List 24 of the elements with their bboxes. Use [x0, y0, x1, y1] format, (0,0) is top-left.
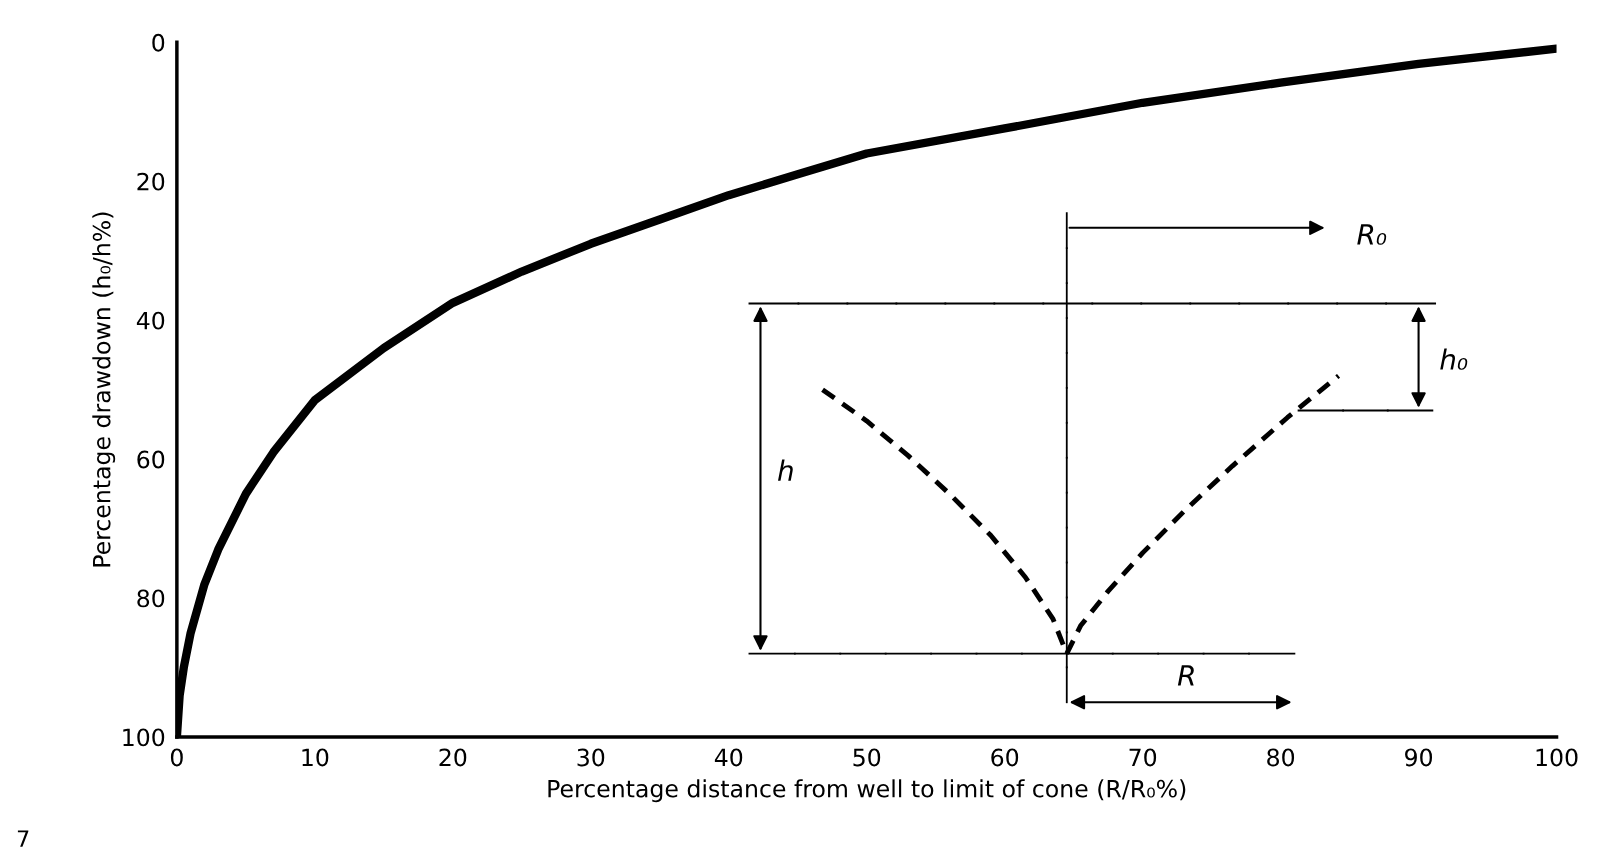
y-tick-label: 80 — [137, 589, 165, 608]
y-tick-label: 100 — [123, 728, 165, 747]
x-axis-title: Percentage distance from well to limit of cone (R/R₀%) — [548, 779, 1186, 803]
x-tick-label: 60 — [991, 748, 1019, 767]
annotation: h — [778, 459, 793, 481]
annotation: R — [1177, 665, 1194, 686]
x-tick-label: 40 — [714, 748, 743, 767]
x-tick-label: 70 — [1129, 748, 1157, 767]
x-tick-label: 90 — [1405, 748, 1433, 767]
y-tick-label: 20 — [137, 172, 165, 191]
y-axis-title: Percentage drawdown (h₀/h%) — [92, 212, 116, 567]
x-tick-label: 30 — [577, 748, 605, 767]
text: 7 — [17, 830, 29, 847]
x-tick-label: 20 — [439, 748, 467, 767]
x-tick-label: 80 — [1267, 748, 1295, 767]
x-tick-label: 100 — [1536, 748, 1578, 767]
y-tick-label: 40 — [136, 311, 165, 330]
annotation: h₀ — [1440, 348, 1468, 370]
y-tick-label: 0 — [152, 33, 165, 52]
y-tick-label: 60 — [137, 450, 165, 469]
x-tick-label: 0 — [170, 748, 183, 767]
x-tick-label: 50 — [853, 748, 881, 767]
annotation: R₀ — [1357, 224, 1387, 245]
x-tick-label: 10 — [302, 748, 329, 767]
